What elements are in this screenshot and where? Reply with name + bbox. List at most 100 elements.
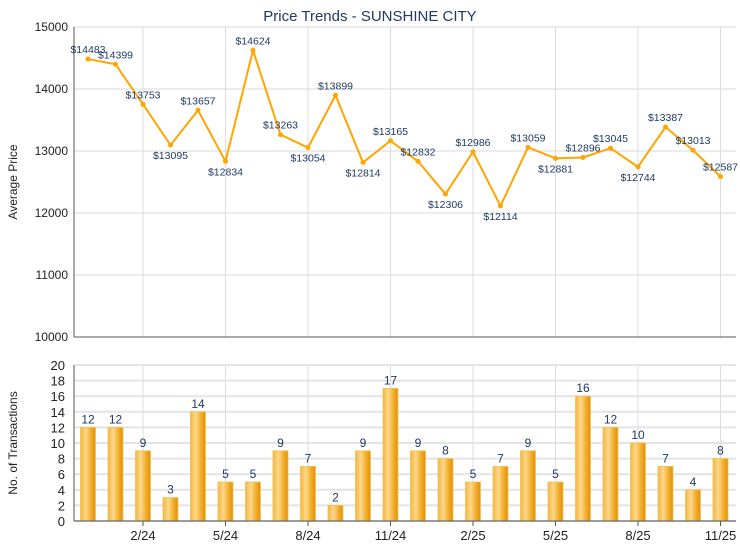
price-point bbox=[113, 61, 118, 67]
x-tick-label: 5/24 bbox=[213, 528, 238, 543]
y-axis-label-price: Average Price bbox=[6, 144, 20, 219]
price-point bbox=[718, 174, 723, 180]
price-data-label: $12834 bbox=[208, 166, 243, 178]
bar-data-label: 9 bbox=[277, 436, 284, 450]
price-point bbox=[278, 132, 283, 138]
price-point bbox=[388, 138, 393, 144]
x-tick-label: 2/24 bbox=[130, 528, 155, 543]
transaction-bar bbox=[135, 450, 151, 522]
price-point bbox=[525, 144, 531, 150]
bar-data-label: 10 bbox=[631, 428, 645, 442]
price-point bbox=[223, 158, 228, 164]
transaction-bar bbox=[410, 450, 426, 522]
bar-data-label: 8 bbox=[442, 444, 449, 458]
transaction-bar bbox=[355, 450, 371, 522]
bar-data-label: 7 bbox=[305, 451, 312, 465]
y-tick-label: 13000 bbox=[35, 144, 69, 158]
price-data-label: $14624 bbox=[235, 35, 270, 47]
price-data-label: $13045 bbox=[593, 133, 628, 145]
price-point bbox=[635, 164, 641, 170]
price-point bbox=[168, 142, 173, 148]
price-data-label: $13095 bbox=[153, 150, 188, 162]
y-tick-label: 18 bbox=[51, 374, 65, 389]
bar-data-label: 7 bbox=[662, 451, 669, 465]
bar-data-label: 5 bbox=[470, 467, 477, 481]
price-data-label: $12832 bbox=[400, 146, 435, 158]
price-data-label: $13165 bbox=[373, 126, 408, 138]
bar-data-label: 4 bbox=[690, 475, 697, 489]
price-point bbox=[470, 149, 476, 155]
price-data-label: $12896 bbox=[565, 142, 600, 154]
price-point bbox=[663, 124, 668, 130]
y-tick-label: 10 bbox=[51, 436, 65, 451]
price-data-label: $13387 bbox=[648, 112, 683, 124]
price-point bbox=[140, 101, 146, 107]
y-tick-label: 6 bbox=[58, 467, 65, 482]
price-point bbox=[443, 191, 448, 197]
price-data-label: $13054 bbox=[290, 153, 325, 165]
price-point bbox=[690, 147, 696, 153]
transaction-bar bbox=[465, 481, 481, 522]
price-point bbox=[415, 158, 421, 164]
price-data-label: $12306 bbox=[428, 199, 463, 211]
transaction-bar bbox=[217, 481, 234, 522]
price-point bbox=[608, 145, 613, 151]
price-point bbox=[195, 107, 201, 113]
transaction-bar bbox=[602, 426, 619, 522]
transaction-bar bbox=[547, 481, 564, 522]
bar-data-label: 12 bbox=[81, 412, 95, 426]
transaction-bar bbox=[300, 465, 316, 522]
price-point bbox=[553, 155, 558, 161]
bar-data-label: 9 bbox=[525, 436, 532, 450]
bar-data-label: 14 bbox=[191, 397, 205, 411]
price-point bbox=[85, 56, 91, 62]
bar-data-label: 8 bbox=[717, 444, 724, 458]
bar-data-label: 9 bbox=[415, 436, 422, 450]
transaction-bar bbox=[520, 450, 536, 522]
x-tick-label: 2/25 bbox=[460, 528, 485, 543]
bar-data-label: 3 bbox=[167, 483, 174, 497]
transaction-bar bbox=[162, 497, 179, 522]
transaction-bar bbox=[327, 504, 344, 522]
x-tick-label: 8/25 bbox=[625, 528, 650, 543]
price-data-label: $14483 bbox=[70, 44, 105, 56]
price-data-label: $14399 bbox=[98, 49, 133, 61]
y-tick-label: 14000 bbox=[35, 82, 69, 96]
transaction-bar bbox=[190, 411, 206, 522]
transaction-bar bbox=[492, 465, 509, 522]
price-point bbox=[498, 203, 503, 209]
transaction-bar bbox=[685, 489, 701, 522]
transaction-bar bbox=[437, 458, 454, 522]
price-data-label: $13753 bbox=[125, 89, 160, 101]
y-tick-label: 12 bbox=[51, 420, 65, 435]
bar-data-label: 9 bbox=[360, 436, 367, 450]
y-tick-label: 2 bbox=[58, 498, 65, 513]
x-tick-label: 5/25 bbox=[543, 528, 568, 543]
bar-data-label: 17 bbox=[384, 373, 398, 387]
price-data-label: $12986 bbox=[455, 137, 490, 149]
y-tick-label: 14 bbox=[51, 405, 65, 420]
price-data-label: $12744 bbox=[620, 172, 655, 184]
price-point bbox=[333, 92, 338, 98]
transaction-bar bbox=[382, 387, 399, 522]
price-point bbox=[305, 145, 311, 151]
y-tick-label: 8 bbox=[58, 452, 65, 467]
transaction-bar bbox=[657, 465, 674, 522]
price-data-label: $13059 bbox=[510, 132, 545, 144]
y-tick-label: 20 bbox=[51, 358, 65, 373]
transaction-bar bbox=[630, 442, 646, 522]
bar-data-label: 5 bbox=[552, 467, 559, 481]
transaction-bar bbox=[575, 395, 591, 522]
transaction-bar bbox=[80, 426, 96, 522]
bar-data-label: 16 bbox=[576, 381, 590, 395]
transaction-bar bbox=[245, 481, 261, 522]
y-axis-label-transactions: No. of Transactions bbox=[6, 391, 20, 494]
price-data-label: $13657 bbox=[180, 95, 215, 107]
price-point bbox=[360, 160, 366, 166]
price-data-label: $12587 bbox=[703, 162, 738, 174]
price-data-label: $13899 bbox=[318, 80, 353, 92]
bar-data-label: 9 bbox=[140, 436, 147, 450]
x-tick-label: 8/24 bbox=[295, 528, 320, 543]
bar-data-label: 5 bbox=[222, 467, 229, 481]
